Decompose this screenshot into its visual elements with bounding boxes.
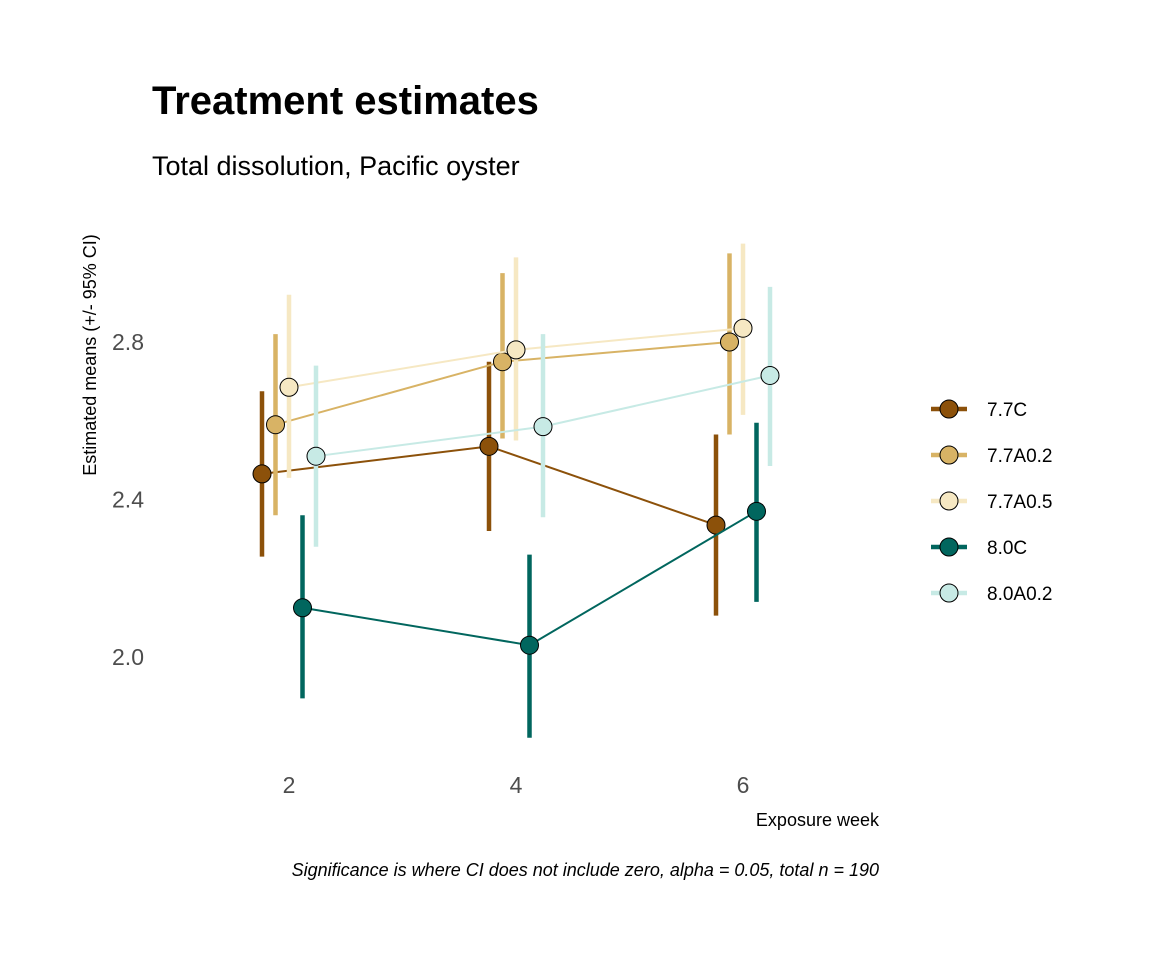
series-7.7A0.2 — [266, 253, 739, 516]
data-point — [747, 501, 766, 521]
data-point — [266, 415, 285, 435]
legend-key-point — [939, 491, 959, 511]
legend-item: 7.7C — [931, 399, 1027, 421]
series-8.0A0.2 — [306, 286, 780, 547]
legend-key-point — [939, 537, 959, 557]
legend-item: 7.7A0.5 — [931, 491, 1053, 513]
series-7.7C — [252, 361, 726, 616]
legend-item: 8.0A0.2 — [931, 583, 1053, 605]
plot-area — [252, 243, 780, 738]
x-axis-title: Exposure week — [756, 810, 880, 830]
data-point — [720, 332, 739, 352]
data-point — [520, 635, 539, 655]
legend-label: 7.7A0.2 — [987, 446, 1053, 467]
y-axis-title: Estimated means (+/- 95% CI) — [80, 234, 100, 476]
x-axis-ticks: 2 4 6 — [283, 772, 750, 798]
data-point — [506, 340, 526, 360]
x-tick-label: 2 — [283, 772, 296, 798]
legend-label: 7.7C — [987, 400, 1027, 421]
data-point — [306, 446, 326, 466]
y-tick-label: 2.8 — [112, 329, 144, 355]
legend: 7.7C 7.7A0.2 7.7A0.5 8.0C 8.0A0.2 — [931, 399, 1053, 605]
chart-title: Treatment estimates — [152, 79, 539, 123]
y-tick-label: 2.4 — [112, 487, 144, 513]
data-point — [293, 598, 312, 618]
chart-subtitle: Total dissolution, Pacific oyster — [152, 151, 520, 181]
x-tick-label: 4 — [510, 772, 523, 798]
legend-label: 8.0C — [987, 538, 1027, 559]
y-tick-label: 2.0 — [112, 644, 144, 670]
legend-key-point — [939, 583, 959, 603]
series-7.7A0.5 — [279, 243, 753, 478]
series-8.0C — [293, 422, 766, 738]
legend-item: 8.0C — [931, 537, 1027, 559]
x-tick-label: 6 — [737, 772, 750, 798]
legend-key-point — [939, 445, 959, 465]
data-point — [760, 365, 780, 385]
data-point — [733, 318, 753, 338]
data-point — [479, 436, 499, 456]
y-axis-ticks: 2.0 2.4 2.8 — [112, 329, 144, 670]
legend-item: 7.7A0.2 — [931, 445, 1053, 467]
legend-label: 7.7A0.5 — [987, 492, 1053, 513]
data-point — [533, 417, 553, 437]
data-point — [279, 377, 299, 397]
legend-key-point — [939, 399, 959, 419]
data-point — [252, 464, 272, 484]
legend-label: 8.0A0.2 — [987, 584, 1053, 605]
chart-caption: Significance is where CI does not includ… — [292, 860, 879, 880]
